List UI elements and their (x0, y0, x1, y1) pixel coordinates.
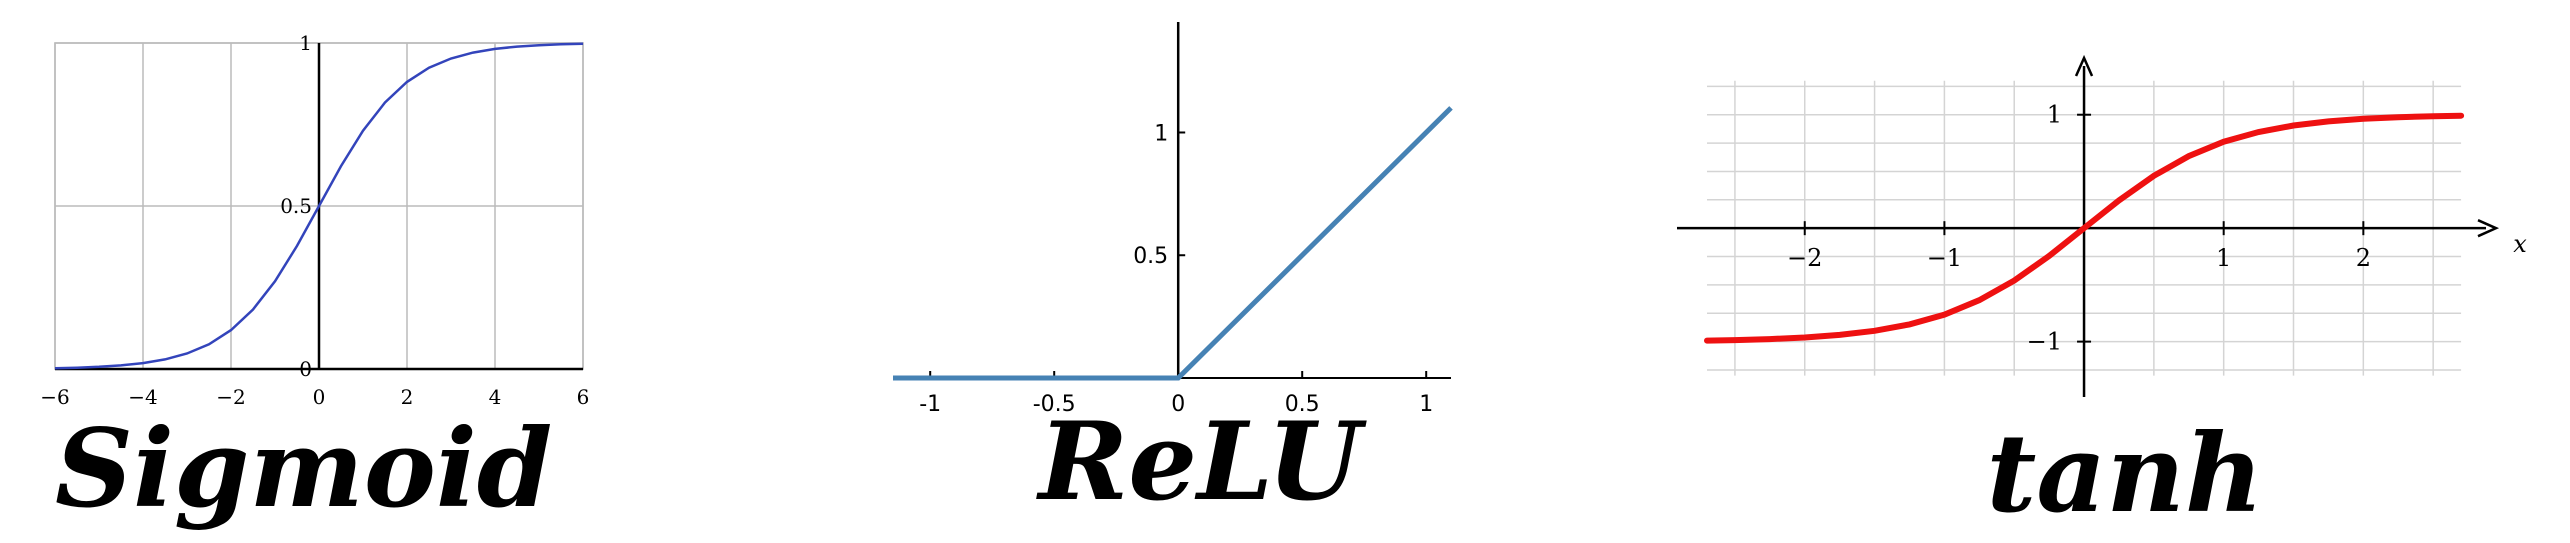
relu-chart: -1 -0.5 0 0.5 1 0.5 1 (893, 22, 1453, 417)
x-tick-label: 6 (577, 385, 590, 409)
x-tick-label: 0.5 (1285, 392, 1320, 417)
x-tick-label: 2 (401, 385, 414, 409)
relu-curve (893, 106, 1453, 381)
sigmoid-title: Sigmoid (55, 406, 553, 532)
y-tick-label: 1 (2047, 101, 2062, 129)
sigmoid-chart: −6 −4 −2 0 2 4 600.51 (40, 31, 589, 409)
x-tick-label: −2 (216, 385, 245, 409)
x-tick-label: −6 (40, 385, 69, 409)
x-tick-label: -1 (919, 392, 941, 417)
y-tick-label: 1 (1154, 121, 1168, 146)
x-tick-label: −4 (128, 385, 157, 409)
y-axis-arrowhead (2074, 54, 2094, 77)
tanh-title: tanh (1986, 411, 2264, 537)
x-tick-label: 0 (313, 385, 326, 409)
y-tick-label: −1 (2027, 328, 2062, 356)
y-tick-label: 0.5 (1133, 244, 1168, 269)
x-tick-label: −2 (1787, 244, 1822, 272)
x-tick-label: -0.5 (1033, 392, 1076, 417)
tanh-curve (1704, 112, 2465, 344)
y-tick-label: 0.5 (280, 194, 312, 218)
x-tick-label: 1 (1419, 392, 1433, 417)
x-axis-arrowhead (2477, 219, 2500, 238)
x-tick-label: 4 (489, 385, 502, 409)
tanh-chart: −2 −1 1 2 −1 1 x (1677, 54, 2527, 397)
x-tick-label: 1 (2216, 244, 2231, 272)
x-axis-label: x (2513, 230, 2527, 258)
sigmoid-curve (54, 42, 584, 370)
x-tick-label: 2 (2356, 244, 2371, 272)
relu-title: ReLU (1038, 399, 1362, 525)
y-tick-label: 1 (299, 31, 312, 55)
x-tick-label: −1 (1927, 244, 1962, 272)
x-tick-label: 0 (1171, 392, 1185, 417)
